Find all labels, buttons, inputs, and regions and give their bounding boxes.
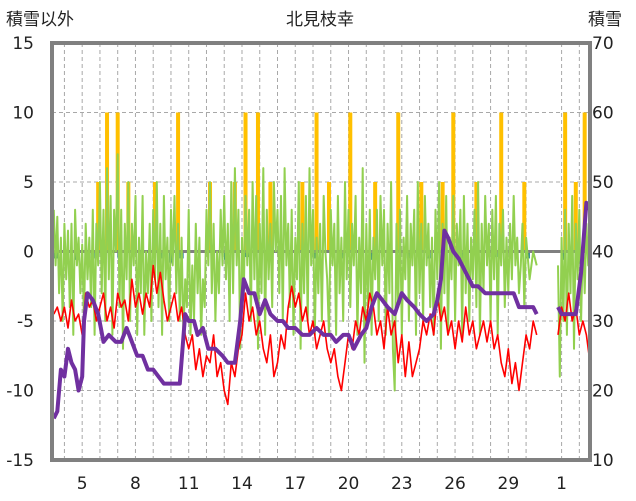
x-tick-label: 20 [338,474,360,494]
right-axis-title: 積雪 [588,10,622,30]
y-tick-label-left: -10 [6,382,34,402]
series-bar [152,182,157,252]
x-tick-label: 11 [178,474,200,494]
series-bar [268,182,273,252]
series-bar [563,112,568,252]
left-axis-title: 積雪以外 [6,10,74,30]
series-line [557,194,591,378]
plot-frame [50,41,592,462]
series-bar [373,182,378,252]
x-tick-label: 26 [444,474,466,494]
series-bar [440,182,445,252]
series-bar [176,112,181,252]
y-tick-label-right: 50 [592,173,614,193]
series-bar [460,251,465,259]
x-tick-label: 5 [77,474,88,494]
x-tick-label: 14 [231,474,253,494]
y-tick-label-right: 30 [592,312,614,332]
series-bar [255,112,260,252]
series-bar [582,112,587,252]
series-line [52,228,539,420]
series-bar [300,182,305,252]
y-tick-label-right: 10 [592,451,614,471]
series-bar [396,112,401,252]
y-tick-label-right: 70 [592,34,614,54]
chart-title: 北見枝幸 [286,10,354,30]
series-bar [561,251,566,260]
series-bar [243,112,248,252]
series-bar [499,112,504,252]
y-tick-label-left: -5 [17,312,34,332]
series-bar [348,112,353,252]
y-tick-label-left: -15 [6,451,34,471]
y-tick-label-right: 40 [592,243,614,263]
y-tick-label-left: 10 [12,104,34,124]
series-bar [96,182,101,252]
series-line [52,153,538,392]
series-bar [573,182,578,252]
series-bar [474,182,479,252]
y-tick-label-right: 20 [592,382,614,402]
x-tick-label: 8 [130,474,141,494]
series-line [556,200,592,317]
series-bar [369,251,374,260]
series-bar [314,112,319,252]
y-tick-label-right: 60 [592,104,614,124]
series-bar [419,182,424,252]
series-bar [522,182,527,252]
series-line [53,264,538,406]
y-tick-label-left: 5 [23,173,34,193]
y-tick-label-left: 15 [12,34,34,54]
series-bar [326,182,331,252]
series-bar [312,251,317,259]
x-tick-label: 23 [391,474,413,494]
y-tick-label-left: 0 [23,243,34,263]
x-tick-label: 17 [284,474,306,494]
x-tick-label: 29 [498,474,520,494]
series-bar [451,112,456,252]
x-tick-label: 1 [556,474,567,494]
